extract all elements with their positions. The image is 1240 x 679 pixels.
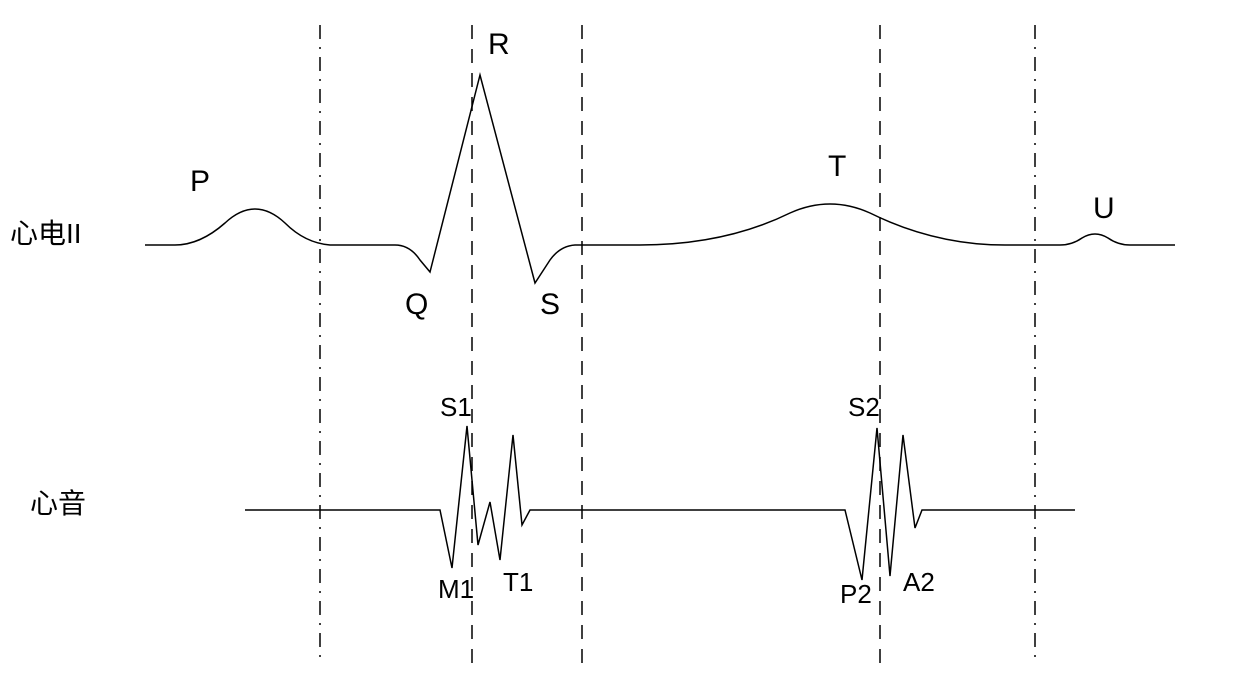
ecg-axis-label: 心电II xyxy=(10,212,82,252)
diagram-container: 心电II 心音 P Q R S T U S1 M1 T1 S2 P2 A2 xyxy=(0,0,1240,679)
label-s2: S2 xyxy=(848,392,880,423)
label-u: U xyxy=(1093,192,1115,226)
label-p2: P2 xyxy=(840,579,872,610)
label-p: P xyxy=(190,165,210,199)
waveform-svg xyxy=(0,0,1240,679)
label-r: R xyxy=(488,28,510,62)
label-s1: S1 xyxy=(440,392,472,423)
label-a2: A2 xyxy=(903,567,935,598)
pcg-axis-label: 心音 xyxy=(30,482,86,522)
label-s: S xyxy=(540,288,560,322)
label-t1: T1 xyxy=(503,567,533,598)
label-m1: M1 xyxy=(438,574,474,605)
label-t: T xyxy=(828,150,846,184)
label-q: Q xyxy=(405,288,428,322)
